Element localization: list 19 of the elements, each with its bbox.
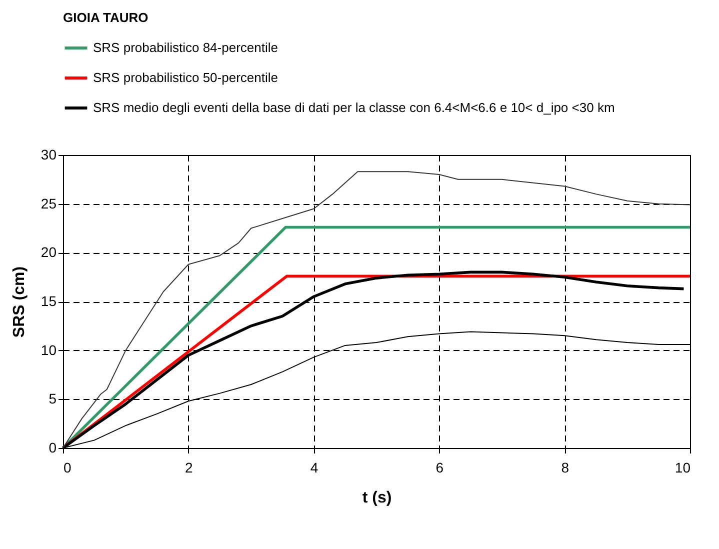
x-tick-label: 8	[561, 460, 570, 476]
legend-label: SRS probabilistico 50-percentile	[93, 70, 278, 85]
x-tick-label: 4	[310, 460, 318, 476]
y-tick-label: 0	[48, 440, 57, 456]
y-tick-label: 5	[48, 390, 57, 407]
x-tick-label: 10	[674, 460, 691, 476]
x-axis-title: t (s)	[362, 490, 392, 506]
x-tick-label: 6	[436, 460, 444, 476]
y-tick-label: 10	[40, 342, 57, 358]
chart-title: GIOIA TAURO	[63, 10, 148, 25]
y-tick-label: 20	[40, 244, 57, 260]
y-tick-label: 25	[40, 195, 57, 212]
y-tick-label: 30	[40, 146, 57, 162]
y-tick-label: 15	[40, 293, 57, 309]
x-tick-label: 0	[64, 460, 72, 476]
legend-label: SRS medio degli eventi della base di dati per la classe con 6.4<M<6.6 e 10< d_ipo <30 km	[93, 100, 615, 115]
legend-label: SRS probabilistico 84-percentile	[93, 40, 278, 55]
y-axis-title: SRS (cm)	[10, 266, 28, 338]
x-tick-label: 2	[185, 460, 193, 476]
